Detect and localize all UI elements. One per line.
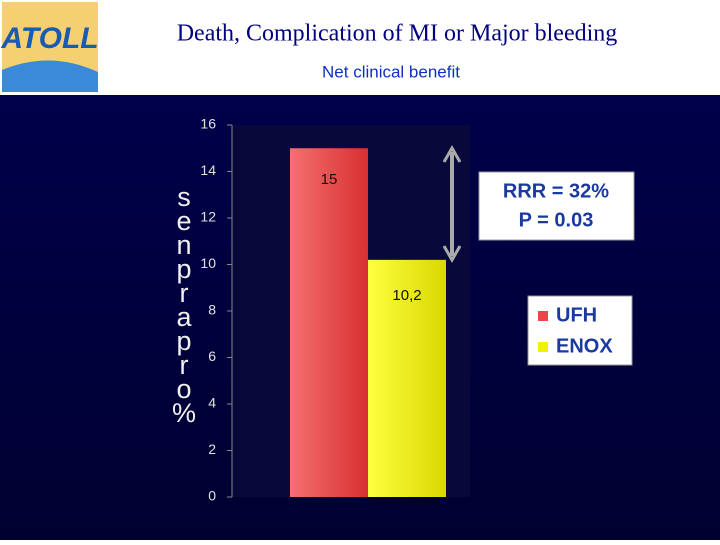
y-tick-label: 2 xyxy=(208,441,216,457)
logo-text: ATOLL xyxy=(0,22,98,55)
y-tick-label: 6 xyxy=(208,348,216,364)
bar xyxy=(290,148,368,497)
y-tick-label: 0 xyxy=(208,488,216,504)
legend-swatch xyxy=(538,311,548,321)
y-tick-label: 14 xyxy=(200,162,216,178)
legend-label: ENOX xyxy=(556,335,613,357)
y-tick-label: 10 xyxy=(200,255,216,271)
value-label: 15 xyxy=(321,171,338,188)
value-label: 10,2 xyxy=(392,287,421,304)
y-tick-label: 12 xyxy=(200,209,216,225)
y-tick-label: 16 xyxy=(200,116,216,132)
annotation: RRR = 32% xyxy=(503,180,609,202)
chart-title: Death, Complication of MI or Major bleed… xyxy=(177,21,618,47)
logo: ATOLL xyxy=(0,2,99,92)
y-axis-label: senprapro% xyxy=(169,182,199,422)
chart-subtitle: Net clinical benefit xyxy=(322,62,460,81)
legend-swatch xyxy=(538,342,548,352)
y-tick-label: 8 xyxy=(208,302,216,318)
header-band xyxy=(0,0,720,95)
y-tick-label: 4 xyxy=(208,395,216,411)
annotation-box xyxy=(478,171,635,241)
legend-label: UFH xyxy=(556,304,597,326)
bar xyxy=(368,259,446,497)
legend-box xyxy=(527,295,633,366)
annotation: P = 0.03 xyxy=(519,209,594,231)
logo-wave xyxy=(2,60,98,92)
arrow-heads xyxy=(442,144,462,264)
